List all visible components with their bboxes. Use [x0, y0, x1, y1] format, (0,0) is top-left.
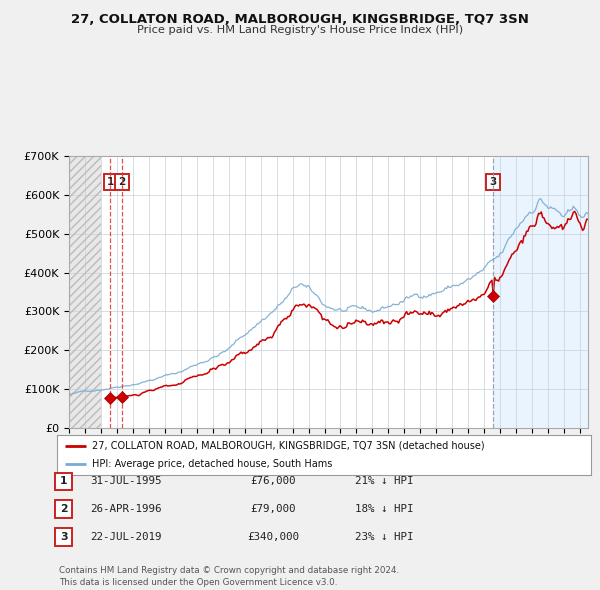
Text: 18% ↓ HPI: 18% ↓ HPI: [355, 504, 413, 514]
Text: 26-APR-1996: 26-APR-1996: [90, 504, 162, 514]
Text: 3: 3: [490, 177, 497, 187]
Text: 31-JUL-1995: 31-JUL-1995: [90, 477, 162, 486]
Text: HPI: Average price, detached house, South Hams: HPI: Average price, detached house, Sout…: [92, 459, 332, 469]
Text: 21% ↓ HPI: 21% ↓ HPI: [355, 477, 413, 486]
Text: 1: 1: [107, 177, 114, 187]
Text: £340,000: £340,000: [247, 532, 299, 542]
Text: 22-JUL-2019: 22-JUL-2019: [90, 532, 162, 542]
Bar: [493, 156, 588, 428]
Bar: [69, 156, 101, 428]
Text: Price paid vs. HM Land Registry's House Price Index (HPI): Price paid vs. HM Land Registry's House …: [137, 25, 463, 35]
Text: £76,000: £76,000: [250, 477, 296, 486]
Text: 27, COLLATON ROAD, MALBOROUGH, KINGSBRIDGE, TQ7 3SN (detached house): 27, COLLATON ROAD, MALBOROUGH, KINGSBRID…: [92, 441, 484, 451]
Bar: [69, 156, 101, 428]
Text: 2: 2: [60, 504, 67, 514]
Text: £79,000: £79,000: [250, 504, 296, 514]
Text: 1: 1: [60, 477, 67, 486]
Text: 23% ↓ HPI: 23% ↓ HPI: [355, 532, 413, 542]
Text: 2: 2: [118, 177, 125, 187]
Text: 3: 3: [60, 532, 67, 542]
Text: 27, COLLATON ROAD, MALBOROUGH, KINGSBRIDGE, TQ7 3SN: 27, COLLATON ROAD, MALBOROUGH, KINGSBRID…: [71, 13, 529, 26]
Text: Contains HM Land Registry data © Crown copyright and database right 2024.
This d: Contains HM Land Registry data © Crown c…: [59, 566, 399, 587]
